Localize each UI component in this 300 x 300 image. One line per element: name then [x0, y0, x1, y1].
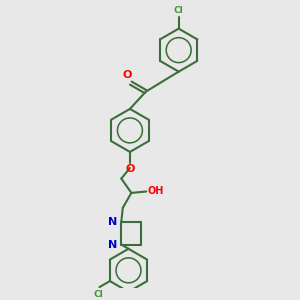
- Text: Cl: Cl: [174, 6, 184, 15]
- Text: Cl: Cl: [93, 290, 103, 299]
- Text: O: O: [125, 164, 135, 174]
- Text: OH: OH: [148, 187, 164, 196]
- Text: O: O: [123, 70, 132, 80]
- Text: N: N: [108, 239, 117, 250]
- Text: N: N: [108, 217, 117, 226]
